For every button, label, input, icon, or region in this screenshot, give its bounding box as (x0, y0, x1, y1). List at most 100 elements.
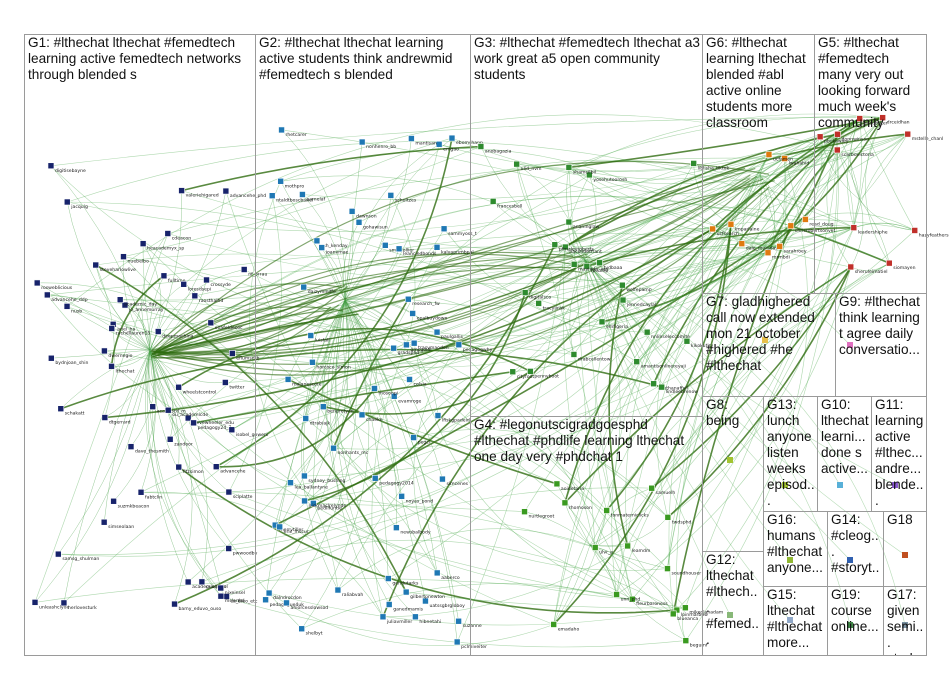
network-edge (344, 144, 440, 301)
network-edge (667, 246, 780, 569)
network-edge (516, 164, 633, 600)
network-node: tonmaterniclicks (603, 507, 649, 519)
group-label-g11: G11: learning active #lthec... andre... … (875, 397, 927, 508)
node-avatar (776, 243, 783, 250)
node-avatar (405, 295, 412, 303)
node-avatar (613, 591, 620, 598)
node-avatar (683, 337, 691, 345)
network-node: dawnson (348, 208, 377, 219)
network-node: leadershiphe (850, 224, 888, 236)
node-label: fabtclin (145, 494, 162, 500)
node-avatar (108, 363, 115, 370)
network-edge (113, 243, 742, 325)
network-node: dtrabiajk (302, 415, 330, 426)
group-label-g13: G13: lunch anyone listen weeks episod... (767, 397, 816, 508)
node-label: advancehe_ddp (51, 297, 87, 303)
node-avatar (55, 550, 62, 558)
network-node: donnwinson (834, 130, 869, 142)
node-avatar (101, 414, 109, 421)
node-avatar (60, 599, 68, 607)
node-avatar (709, 225, 716, 233)
node-avatar (381, 242, 389, 249)
network-edge (151, 313, 359, 355)
network-node (902, 552, 908, 558)
node-label: amantisonlinereyaji (641, 364, 686, 370)
node-avatar (521, 289, 529, 296)
network-node: anethanaffall (650, 380, 688, 392)
node-avatar (879, 114, 886, 121)
node-avatar (565, 164, 573, 171)
network-edge (151, 178, 764, 358)
network-node: ucfsearch (709, 225, 739, 237)
node-avatar (596, 259, 603, 267)
network-node: epalbuydown (409, 310, 448, 321)
group-panel-g19: G19: course online... (827, 586, 884, 656)
network-edge (390, 195, 416, 345)
group-label-g4: G4: #legonutscigradgoesphd #lthechat #ph… (474, 417, 688, 464)
network-node: gdadbuter (856, 115, 888, 127)
group-panel-g1: G1: #lthechat lthechat #femedtech learni… (24, 34, 256, 656)
network-edge (741, 227, 854, 244)
network-edge (249, 181, 314, 504)
network-node: ucfamen (765, 151, 793, 163)
network-edge (554, 149, 838, 245)
network-node: isobel_gowers (228, 426, 269, 438)
network-node: hazyfeathers (911, 227, 949, 238)
network-node: deepmachina (154, 328, 194, 340)
network-node: pclmiveiter (453, 638, 487, 650)
network-node: jacquig (63, 198, 88, 210)
network-edge (458, 284, 623, 346)
node-avatar (738, 240, 746, 247)
network-node (727, 457, 733, 463)
network-edge (667, 149, 838, 518)
network-edge (730, 224, 780, 247)
node-label: mrmbdi (772, 255, 790, 261)
node-avatar (278, 126, 285, 134)
node-label: samuelh (656, 490, 676, 496)
group-panel-g9: G9: #lthechat think learning t agree dai… (835, 293, 927, 397)
network-edge (393, 347, 566, 504)
node-label: lfiskgpadeid (442, 418, 470, 424)
node-avatar (387, 192, 395, 199)
node-avatar (570, 261, 578, 268)
node-avatar (198, 578, 206, 586)
network-node (847, 622, 853, 628)
network-edge (58, 243, 743, 557)
node-avatar (673, 606, 681, 614)
network-edge (104, 350, 558, 485)
node-avatar (48, 354, 55, 362)
node-avatar (398, 493, 405, 500)
network-node: rhomoson (561, 499, 592, 511)
node-label: crossyde (211, 282, 232, 288)
network-node: herlovesturk (60, 599, 97, 611)
network-edge (586, 219, 915, 267)
node-label: malanescore (292, 381, 322, 387)
network-edge (712, 116, 884, 230)
node-avatar (307, 332, 315, 339)
group-label-g18: G18 (887, 512, 913, 527)
network-node: begumf (682, 637, 708, 649)
node-avatar (203, 276, 210, 284)
network-edge (193, 371, 513, 424)
network-node: crossyde (203, 276, 232, 288)
node-label: wheelstcontrol (183, 389, 217, 395)
node-label: rachellauren15 (116, 330, 151, 336)
node-label: digitalsco (529, 295, 551, 301)
node-avatar (385, 601, 393, 608)
network-edge (66, 306, 151, 351)
network-edge (149, 284, 184, 351)
network-node: horcoco_simon (309, 359, 351, 370)
network-edge (153, 186, 770, 373)
network-node: paulgallis (433, 328, 464, 340)
node-label: samsg_shulman (62, 556, 99, 562)
network-edge (150, 160, 770, 357)
network-node (782, 482, 788, 488)
network-edge (344, 138, 412, 301)
network-edge (656, 224, 732, 518)
network-edge (564, 133, 908, 248)
node-avatar (191, 292, 199, 300)
node-label: schultzes (395, 197, 417, 203)
node-label: valeriehigared (186, 193, 219, 199)
node-label: nonhenro_bb (366, 144, 396, 150)
network-edge (183, 137, 453, 285)
